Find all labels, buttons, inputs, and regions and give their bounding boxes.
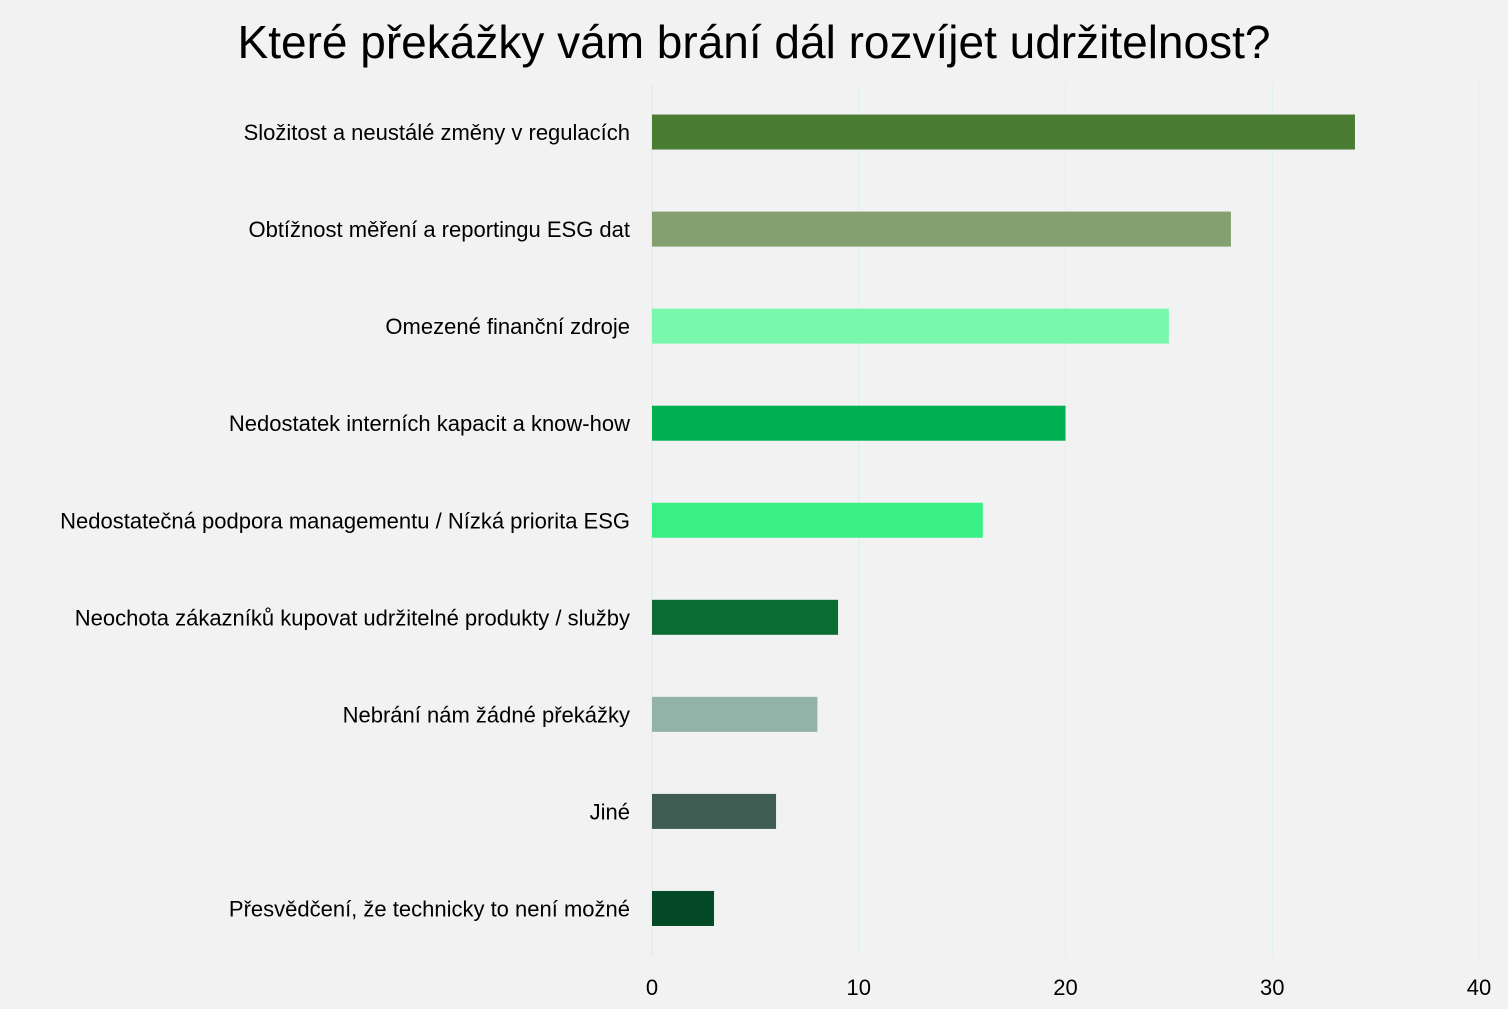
bar: [652, 308, 1169, 344]
category-label: Neochota zákazníků kupovat udržitelné pr…: [75, 605, 630, 630]
category-label: Přesvědčení, že technicky to není možné: [229, 896, 630, 921]
bars: [652, 114, 1355, 926]
x-tick-label: 0: [646, 975, 658, 1000]
x-tick-label: 30: [1260, 975, 1284, 1000]
chart-title: Které překážky vám brání dál rozvíjet ud…: [238, 16, 1271, 68]
bar: [652, 793, 777, 829]
category-labels: Složitost a neustálé změny v regulacích O…: [60, 120, 630, 921]
bar: [652, 211, 1231, 247]
x-tick-label: 20: [1053, 975, 1077, 1000]
category-label: Omezené finanční zdroje: [385, 314, 630, 339]
bar: [652, 114, 1355, 150]
bar: [652, 405, 1066, 441]
category-label: Nebrání nám žádné překážky: [343, 702, 630, 727]
category-label: Obtížnost měření a reportingu ESG dat: [248, 217, 630, 242]
category-label: Nedostatečná podpora managementu / Nízká…: [60, 508, 630, 533]
category-label: Nedostatek interních kapacit a know-how: [229, 411, 630, 436]
bar: [652, 502, 983, 538]
x-tick-label: 10: [847, 975, 871, 1000]
x-tick-label: 40: [1467, 975, 1491, 1000]
bar: [652, 599, 839, 635]
bar: [652, 696, 818, 732]
bar: [652, 890, 715, 926]
x-tick-labels: 0 10 20 30 40: [646, 975, 1491, 1000]
category-label: Složitost a neustálé změny v regulacích: [244, 120, 630, 145]
category-label: Jiné: [590, 799, 630, 824]
